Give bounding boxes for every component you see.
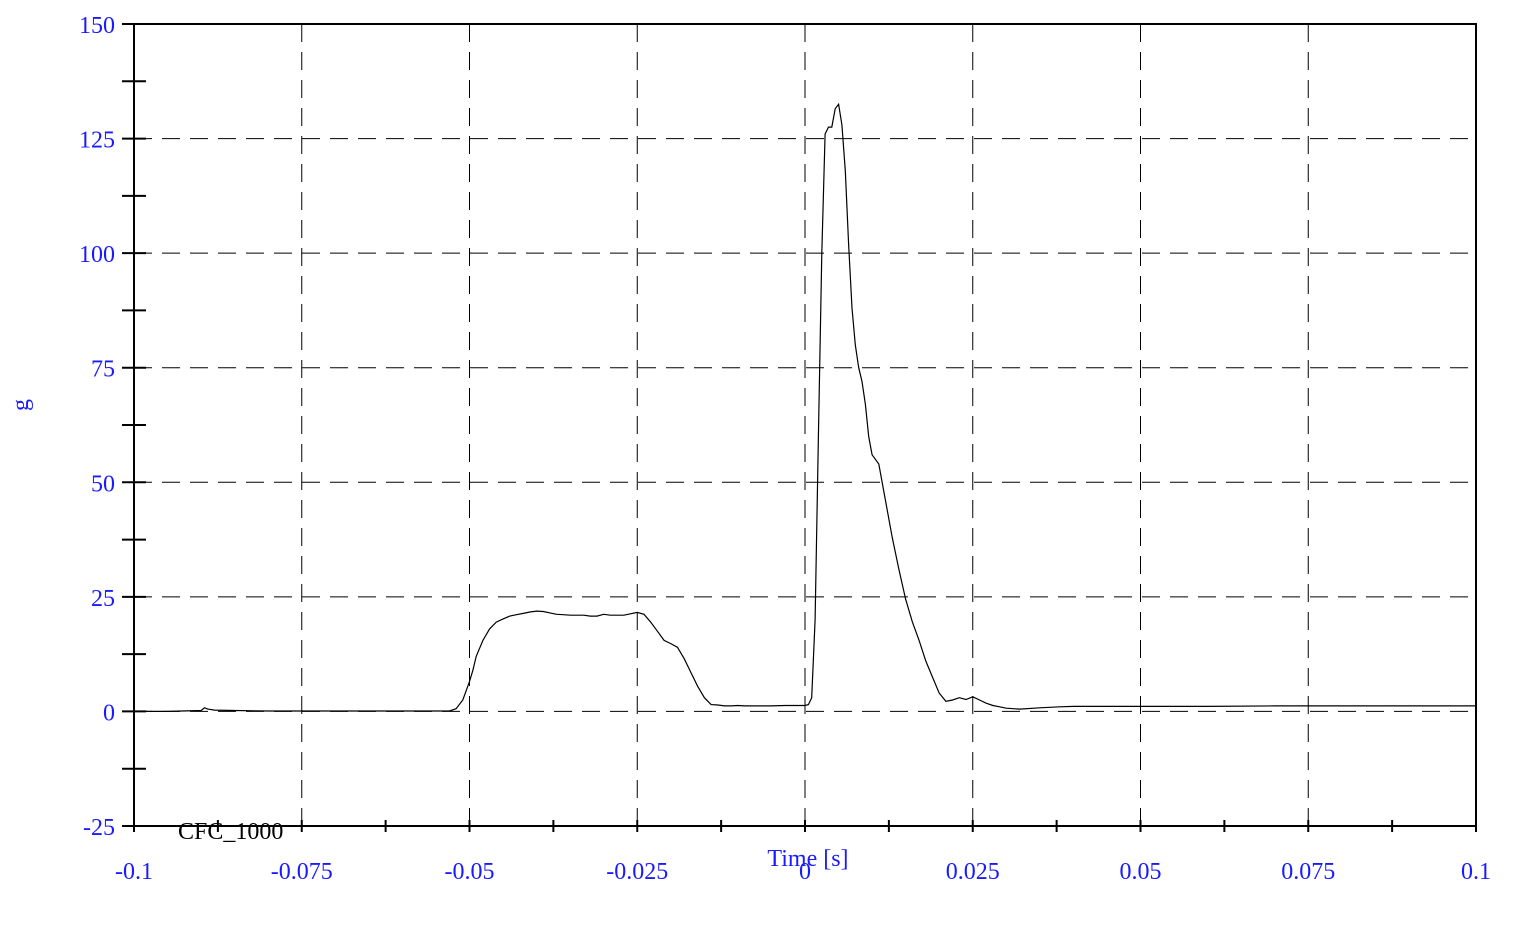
- y-tick-label: 75: [91, 357, 115, 383]
- x-axis-title: Time [s]: [767, 846, 848, 872]
- y-tick-label: -25: [83, 815, 115, 841]
- y-tick-label: 0: [103, 700, 115, 726]
- series-line-acceleration: [134, 102, 1476, 712]
- y-tick-label: 100: [79, 242, 115, 268]
- x-tick-label: 0.025: [946, 859, 1000, 885]
- x-tick-label: 0.1: [1461, 859, 1491, 885]
- plot-frame: [133, 23, 1477, 827]
- grid-lines: [134, 24, 1476, 826]
- y-tick-labels: -25 0 25 50 75 100 125 150: [79, 13, 115, 841]
- filter-class-annotation: CFC_1000: [178, 819, 283, 845]
- x-tick-label: 0: [799, 859, 811, 885]
- x-tick-labels: -0.1 -0.075 -0.05 -0.025 0 0.025 0.05 0.075 0.1: [115, 859, 1491, 885]
- x-tick-label: -0.05: [445, 859, 495, 885]
- y-tick-label: 150: [79, 13, 115, 39]
- x-tick-label: -0.1: [115, 859, 153, 885]
- series-layer: [134, 102, 1476, 712]
- y-tick-label: 125: [79, 128, 115, 154]
- y-tick-label: 25: [91, 586, 115, 612]
- x-tick-label: 0.075: [1281, 859, 1335, 885]
- x-tick-label: -0.025: [606, 859, 668, 885]
- y-tick-label: 50: [91, 471, 115, 497]
- x-tick-label: -0.075: [271, 859, 333, 885]
- y-axis-title: g: [8, 399, 34, 411]
- x-tick-label: 0.05: [1120, 859, 1162, 885]
